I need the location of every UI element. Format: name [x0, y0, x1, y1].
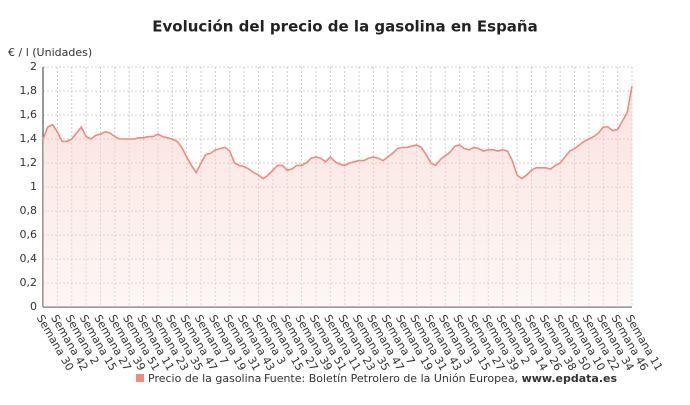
y-tick-label: 1,2: [20, 156, 38, 169]
y-tick-label: 0: [30, 300, 37, 313]
y-axis-label: € / l (Unidades): [8, 46, 92, 59]
y-tick-label: 1: [30, 180, 37, 193]
line: [42, 86, 633, 180]
y-tick-label: 0,6: [20, 228, 38, 241]
area: [43, 86, 632, 307]
y-tick-label: 2: [30, 60, 37, 73]
source: Fuente: Boletín Petrolero de la Unión Eu…: [264, 372, 617, 385]
legend: Precio de la gasolina Fuente: Boletín Pe…: [136, 372, 617, 385]
source-text: Fuente: Boletín Petrolero de la Unión Eu…: [264, 372, 518, 385]
y-tick-label: 1,4: [20, 132, 38, 145]
source-link: www.epdata.es: [522, 372, 618, 385]
y-tick-label: 0,8: [20, 204, 38, 217]
y-tick-label: 0,4: [20, 252, 38, 265]
legend-swatch: [136, 374, 144, 382]
chart-title: Evolución del precio de la gasolina en E…: [152, 18, 537, 36]
legend-label: Precio de la gasolina: [148, 372, 261, 385]
y-tick-label: 1,8: [20, 84, 38, 97]
y-tick-label: 1,6: [20, 108, 38, 121]
y-tick-label: 0,2: [20, 276, 38, 289]
